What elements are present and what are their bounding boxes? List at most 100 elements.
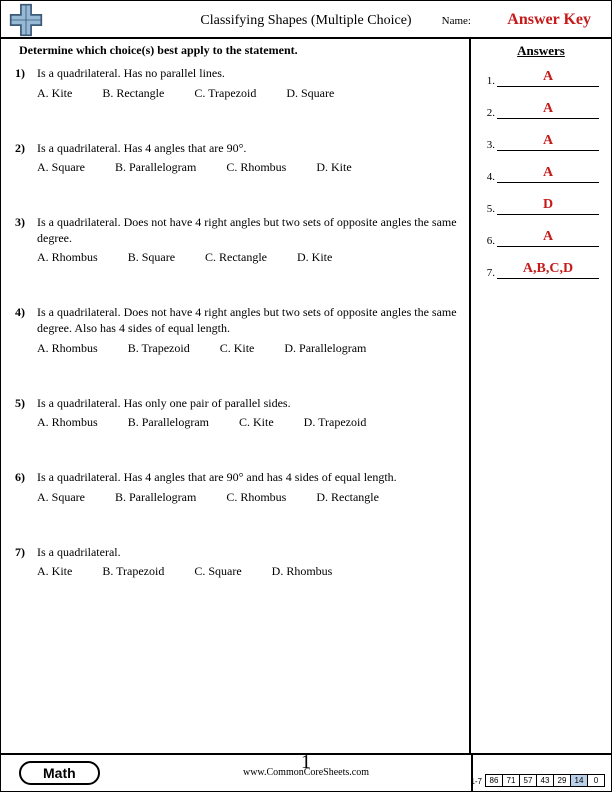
question-number: 1) [15,66,25,81]
score-cell: 0 [587,774,605,787]
name-label: Name: [442,15,471,27]
choices-row: A. Rhombus B. Parallelogram C. Kite D. Trap… [37,415,459,430]
score-grid: 1-7 8671574329140 [470,774,605,787]
question-number: 7) [15,545,25,560]
score-cell: 57 [519,774,537,787]
answer-number: 2. [483,107,497,119]
choice: D. Kite [297,250,332,265]
choice: D. Rectangle [316,490,379,505]
body: Determine which choice(s) best apply to … [1,39,611,753]
choice: B. Rectangle [102,86,164,101]
score-cell: 43 [536,774,554,787]
choice: D. Square [286,86,334,101]
answer-row: 5.D [483,197,599,215]
choice: C. Kite [239,415,274,430]
question-number: 5) [15,396,25,411]
answer-row: 1.A [483,69,599,87]
question-statement: Is a quadrilateral. Has 4 angles that ar… [37,470,459,486]
choice: A. Rhombus [37,415,98,430]
answer-value: A [497,101,599,119]
questions-container: 1)Is a quadrilateral. Has no parallel li… [19,66,459,579]
choices-row: A. SquareB. ParallelogramC. RhombusD. Re… [37,490,459,505]
question-number: 4) [15,305,25,320]
choice: C. Square [194,564,241,579]
answers-header: Answers [483,43,599,59]
question-body: Is a quadrilateral. Does not have 4 righ… [37,305,459,355]
question-number: 3) [15,215,25,230]
choice: A. Rhombus [37,341,98,356]
score-cells: 8671574329140 [486,774,605,787]
choice: B. Square [128,250,175,265]
answer-number: 1. [483,75,497,87]
choice: D. Rhombus [272,564,333,579]
choice: A. Kite [37,86,72,101]
question-statement: Is a quadrilateral. Has 4 angles that ar… [37,141,459,157]
question: 3)Is a quadrilateral. Does not have 4 ri… [19,215,459,265]
choice: A. Square [37,490,85,505]
answer-value: A,B,C,D [497,261,599,279]
question-body: Is a quadrilateral. Has 4 angles that ar… [37,470,459,505]
choice: C. Rectangle [205,250,267,265]
answers-column: Answers 1.A2.A3.A4.A5.D6.A7.A,B,C,D [471,39,611,753]
choice: C. Kite [220,341,255,356]
choice: D. Parallelogram [284,341,366,356]
question-statement: Is a quadrilateral. Does not have 4 righ… [37,215,459,246]
question-statement: Is a quadrilateral. Has no parallel line… [37,66,459,82]
choice: C. Rhombus [226,160,286,175]
choices-row: A. Rhombus B. Square C. Rectangle D. Kite [37,250,459,265]
question: 2)Is a quadrilateral. Has 4 angles that … [19,141,459,176]
choices-row: A. Rhombus B. Trapezoid C. Kite D. Parallel… [37,341,459,356]
answer-row: 4.A [483,165,599,183]
question: 5)Is a quadrilateral. Has only one pair … [19,396,459,431]
choice: A. Square [37,160,85,175]
worksheet-page: Classifying Shapes (Multiple Choice) Nam… [0,0,612,792]
answer-value: A [497,69,599,87]
question-statement: Is a quadrilateral. [37,545,459,561]
answer-value: A [497,133,599,151]
choice: B. Parallelogram [115,160,196,175]
question: 1)Is a quadrilateral. Has no parallel li… [19,66,459,101]
question-statement: Is a quadrilateral. Has only one pair of… [37,396,459,412]
score-cell: 71 [502,774,520,787]
question-number: 2) [15,141,25,156]
score-cell: 29 [553,774,571,787]
answer-number: 7. [483,267,497,279]
header: Classifying Shapes (Multiple Choice) Nam… [1,1,611,39]
questions-column: Determine which choice(s) best apply to … [1,39,471,753]
question: 4)Is a quadrilateral. Does not have 4 ri… [19,305,459,355]
answer-number: 3. [483,139,497,151]
choice: D. Kite [316,160,351,175]
answer-number: 6. [483,235,497,247]
answer-row: 2.A [483,101,599,119]
choices-row: A. Kite B. Trapezoid C. Square D. Rhombus [37,564,459,579]
answer-key-label: Answer Key [507,11,591,29]
choices-row: A. Kite B. Rectangle C. Trapezoid D. Square [37,86,459,101]
answer-value: D [497,197,599,215]
choice: A. Kite [37,564,72,579]
score-range: 1-7 [470,777,482,787]
choice: B. Trapezoid [128,341,190,356]
question-body: Is a quadrilateral. A. Kite B. Trapezoid C.… [37,545,459,580]
question: 6)Is a quadrilateral. Has 4 angles that … [19,470,459,505]
question-body: Is a quadrilateral. Does not have 4 righ… [37,215,459,265]
choices-row: A. Square B. Parallelogram C. Rhombus D. Ki… [37,160,459,175]
footer: Math 1 www.CommonCoreSheets.com 1-7 8671… [1,753,611,791]
answer-number: 5. [483,203,497,215]
score-cell: 86 [485,774,503,787]
choice: C. Rhombus [226,490,286,505]
answer-number: 4. [483,171,497,183]
answer-value: A [497,165,599,183]
choice: B. Trapezoid [102,564,164,579]
instructions: Determine which choice(s) best apply to … [19,43,459,58]
choice: C. Trapezoid [194,86,256,101]
answer-value: A [497,229,599,247]
question-body: Is a quadrilateral. Has no parallel line… [37,66,459,101]
answer-row: 3.A [483,133,599,151]
question-body: Is a quadrilateral. Has 4 angles that ar… [37,141,459,176]
answer-row: 7.A,B,C,D [483,261,599,279]
choice: A. Rhombus [37,250,98,265]
choice: B. Parallelogram [128,415,209,430]
question-statement: Is a quadrilateral. Does not have 4 righ… [37,305,459,336]
question: 7)Is a quadrilateral.A. KiteB. Trapezoid… [19,545,459,580]
choice: D. Trapezoid [304,415,367,430]
